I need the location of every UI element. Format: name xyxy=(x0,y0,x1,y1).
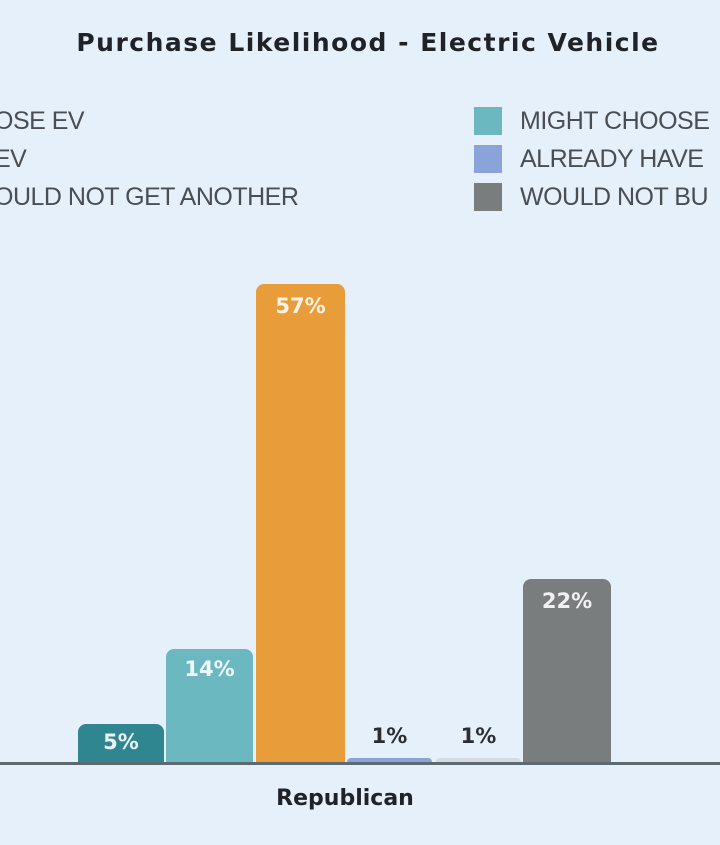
bar-already-have: 1% xyxy=(347,724,432,764)
legend-swatch-might-choose xyxy=(474,107,502,135)
legend-label: WOULD NOT BU xyxy=(520,182,709,211)
bar-value-label: 14% xyxy=(184,657,235,681)
bar-value-label: 5% xyxy=(103,730,139,754)
bar-will-choose: 5% xyxy=(78,724,164,764)
legend-item-might-choose: MIGHT CHOOSE xyxy=(474,106,710,136)
legend-item-will-not-choose: EV xyxy=(0,144,27,174)
legend-item-will-choose: OSE EV xyxy=(0,106,85,136)
legend-label: MIGHT CHOOSE xyxy=(520,106,710,135)
bar-value-label: 22% xyxy=(541,589,593,613)
bar-value-label: 1% xyxy=(371,724,408,748)
legend-label: OSE EV xyxy=(0,106,85,135)
x-axis-category-label: Republican xyxy=(276,786,414,811)
legend-item-would-not-buy: WOULD NOT BU xyxy=(474,182,709,212)
legend-label: EV xyxy=(0,144,27,173)
legend-label: OULD NOT GET ANOTHER xyxy=(0,182,299,211)
legend-label: ALREADY HAVE xyxy=(520,144,704,173)
legend-swatch-already-have xyxy=(474,145,502,173)
bar-value-label: 1% xyxy=(460,724,497,748)
bar-would-not-get-another: 1% xyxy=(436,724,521,764)
bar-would-not-buy: 22% xyxy=(523,579,611,764)
legend-item-already-have: ALREADY HAVE xyxy=(474,144,704,174)
legend-swatch-would-not-buy xyxy=(474,183,502,211)
bar-will-not-choose: 57% xyxy=(256,284,345,764)
bar-value-label: 57% xyxy=(275,294,326,318)
legend-item-would-not-get-another: OULD NOT GET ANOTHER xyxy=(0,182,299,212)
chart-title: Purchase Likelihood - Electric Vehicle xyxy=(76,28,660,57)
x-axis-line xyxy=(0,762,720,765)
bar-might-choose: 14% xyxy=(166,649,253,764)
